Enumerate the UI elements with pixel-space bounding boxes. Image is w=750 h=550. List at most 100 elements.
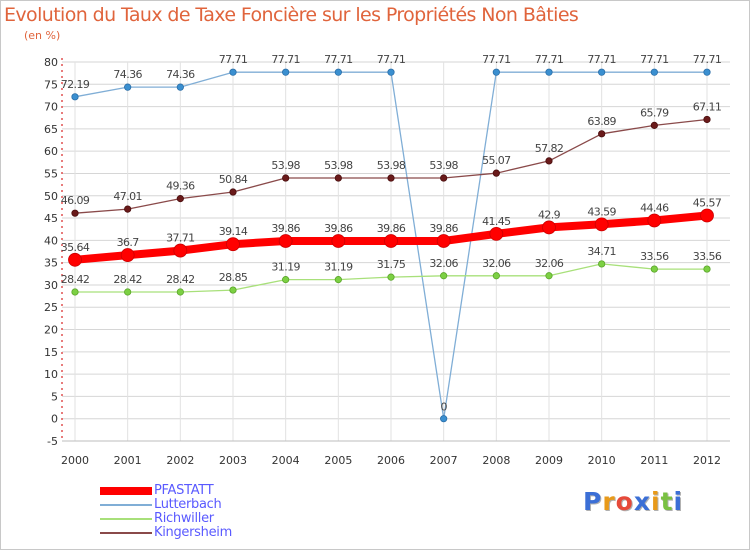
data-label-pfastatt: 39.86 (429, 222, 458, 235)
data-label-lutterbach: 74.36 (113, 68, 142, 81)
x-tick-label: 2009 (535, 454, 563, 467)
x-tick-label: 2008 (482, 454, 510, 467)
data-label-richwiller: 31.19 (271, 261, 300, 274)
data-point-kingersheim (334, 174, 342, 182)
x-tick-label: 2005 (324, 454, 352, 467)
y-tick-label: 0 (51, 413, 58, 426)
data-label-pfastatt: 36.7 (117, 236, 140, 249)
x-tick-label: 2000 (61, 454, 89, 467)
y-tick-label: 5 (51, 390, 58, 403)
data-label-lutterbach: 77.71 (587, 53, 616, 66)
data-label-kingersheim: 67.11 (693, 100, 722, 113)
data-point-lutterbach (598, 68, 606, 76)
data-label-kingersheim: 53.98 (377, 159, 406, 172)
data-label-richwiller: 28.85 (219, 271, 248, 284)
data-point-pfastatt (384, 234, 398, 248)
data-label-lutterbach: 77.71 (693, 53, 722, 66)
data-point-pfastatt (594, 217, 609, 232)
data-point-richwiller (440, 272, 448, 280)
data-point-lutterbach (334, 68, 342, 76)
data-label-lutterbach: 77.71 (219, 53, 248, 66)
data-label-kingersheim: 49.36 (166, 180, 195, 193)
y-tick-label: 45 (44, 212, 58, 225)
data-label-lutterbach: 77.71 (535, 53, 564, 66)
data-point-richwiller (176, 288, 184, 296)
data-label-richwiller: 32.06 (429, 257, 458, 270)
data-label-pfastatt: 37.71 (166, 232, 195, 245)
x-tick-label: 2011 (640, 454, 668, 467)
data-point-lutterbach (124, 83, 132, 91)
data-label-richwiller: 28.42 (113, 273, 142, 286)
y-tick-label: -5 (47, 435, 58, 448)
data-point-kingersheim (124, 205, 132, 213)
data-point-richwiller (492, 272, 500, 280)
data-point-kingersheim (492, 169, 500, 177)
data-point-lutterbach (440, 415, 448, 423)
logo-letter: i (673, 487, 684, 516)
data-point-richwiller (124, 288, 132, 296)
chart-title: Evolution du Taux de Taxe Foncière sur l… (4, 4, 579, 26)
y-tick-label: 50 (44, 190, 58, 203)
data-point-lutterbach (229, 68, 237, 76)
data-label-kingersheim: 50.84 (219, 173, 248, 186)
data-label-lutterbach: 77.71 (640, 53, 669, 66)
data-label-richwiller: 32.06 (535, 257, 564, 270)
legend-item-lutterbach: Lutterbach (100, 497, 360, 512)
y-tick-label: 10 (44, 368, 58, 381)
data-label-richwiller: 33.56 (640, 250, 669, 263)
legend-swatch-pfastatt (100, 487, 152, 495)
data-label-lutterbach: 77.71 (482, 53, 511, 66)
data-point-pfastatt (68, 252, 82, 267)
series-lines (68, 68, 714, 423)
data-label-kingersheim: 57.82 (535, 142, 564, 155)
line-chart: -5 0 5 10 15 20 25 30 35 40 45 50 55 60 65 70 75 80 2000 20… (44, 53, 730, 467)
data-label-richwiller: 28.42 (166, 273, 195, 286)
data-label-lutterbach: 77.71 (271, 53, 300, 66)
x-tick-label: 2004 (272, 454, 300, 467)
x-tick-label: 2002 (166, 454, 194, 467)
legend-label-pfastatt: PFASTATT (154, 483, 214, 498)
legend-label-kingersheim: Kingersheim (154, 525, 232, 540)
data-label-pfastatt: 41.45 (482, 215, 511, 228)
y-tick-label: 40 (44, 234, 58, 247)
data-point-richwiller (545, 272, 553, 280)
data-point-kingersheim (598, 130, 606, 138)
data-label-richwiller: 31.75 (377, 258, 406, 271)
legend-item-kingersheim: Kingersheim (100, 525, 360, 540)
y-axis-unit-label: (en %) (24, 29, 61, 42)
legend-item-pfastatt: PFASTATT (100, 483, 360, 498)
y-tick-label: 30 (44, 279, 58, 292)
data-label-richwiller: 31.19 (324, 261, 353, 274)
logo-letter: o (615, 487, 634, 516)
y-tick-label: 35 (44, 257, 58, 270)
data-point-pfastatt (331, 234, 346, 248)
y-tick-label: 75 (44, 78, 58, 91)
y-tick-label: 20 (44, 324, 58, 337)
data-point-pfastatt (173, 243, 188, 258)
data-point-lutterbach (703, 68, 711, 76)
data-labels: 35.64 36.7 37.71 39.14 39.86 39.86 39.86 39.86 4… (61, 53, 723, 413)
grid-lines (62, 61, 730, 442)
data-point-lutterbach (176, 83, 184, 91)
data-label-kingersheim: 53.98 (271, 159, 300, 172)
data-label-pfastatt: 39.86 (271, 222, 300, 235)
data-label-kingersheim: 53.98 (324, 159, 353, 172)
data-label-richwiller: 32.06 (482, 257, 511, 270)
legend-label-richwiller: Richwiller (154, 511, 214, 526)
data-label-pfastatt: 39.86 (324, 222, 353, 235)
data-point-lutterbach (650, 68, 658, 76)
proxiti-logo: Proxiti (583, 487, 683, 516)
data-point-richwiller (598, 260, 606, 268)
data-label-kingersheim: 63.89 (587, 115, 616, 128)
data-point-pfastatt (278, 234, 293, 248)
data-label-kingersheim: 46.09 (61, 194, 90, 207)
data-point-lutterbach (282, 68, 290, 76)
data-point-kingersheim (545, 157, 553, 165)
data-label-kingersheim: 65.79 (640, 106, 669, 119)
data-point-kingersheim (282, 174, 290, 182)
data-point-lutterbach (387, 68, 395, 76)
x-tick-label: 2003 (219, 454, 247, 467)
data-point-pfastatt (489, 226, 504, 241)
data-point-kingersheim (229, 188, 237, 196)
data-label-kingersheim: 55.07 (482, 154, 511, 167)
